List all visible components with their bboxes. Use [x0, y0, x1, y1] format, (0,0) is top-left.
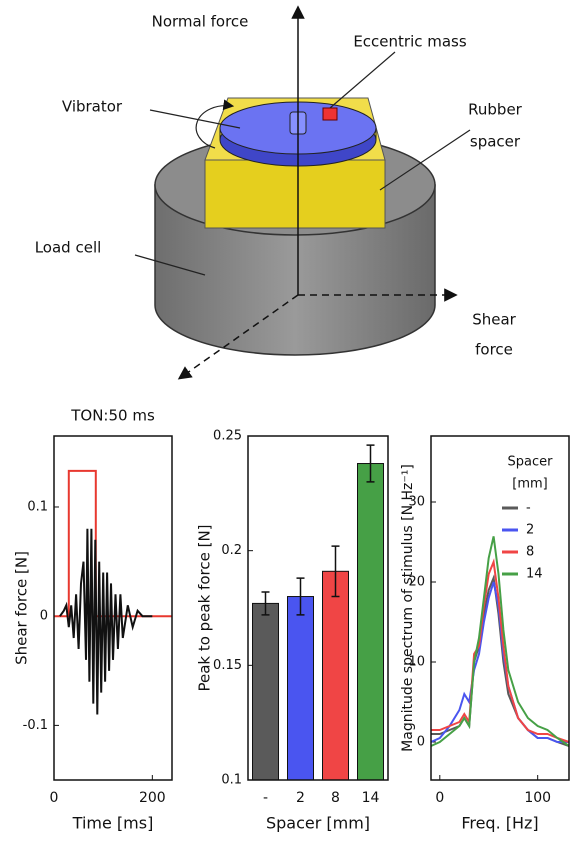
- y-tick-label: 20: [408, 575, 425, 590]
- y-axis-label: Magnitude spectrum of stimulus [N Hz⁻¹]: [400, 464, 416, 752]
- y-tick-label: 0.15: [213, 658, 242, 673]
- spacer-front: [204, 159, 386, 229]
- x-tick-label: 100: [524, 790, 551, 806]
- bar: [322, 570, 349, 781]
- x-axis-label: Spacer [mm]: [266, 814, 370, 833]
- y-tick-label: 0: [417, 735, 425, 750]
- y-tick-label: 0.1: [27, 499, 48, 514]
- label: Load cell: [35, 239, 102, 257]
- data-line: [54, 469, 172, 618]
- label: Normal force: [152, 13, 249, 31]
- legend-label: 8: [526, 545, 534, 560]
- y-tick-label: 0.2: [221, 543, 242, 558]
- chart-title: TON:50 ms: [70, 407, 155, 425]
- y-tick-label: 0: [40, 609, 48, 624]
- y-tick-label: -0.1: [23, 718, 48, 733]
- error-bar: [366, 444, 375, 483]
- x-tick-label: 0: [50, 790, 59, 806]
- x-tick-label: 200: [139, 790, 166, 806]
- x-tick-label: 2: [296, 790, 305, 806]
- legend-label: 2: [526, 523, 534, 538]
- y-axis-label: Shear force [N]: [13, 551, 31, 665]
- y-tick-label: 0.25: [213, 429, 242, 444]
- label: Vibrator: [62, 98, 123, 116]
- x-tick-label: 14: [362, 790, 380, 806]
- eccentric-mass: [322, 107, 338, 121]
- y-tick-label: 10: [408, 655, 425, 670]
- legend-label: -: [526, 501, 531, 516]
- error-bar: [331, 545, 340, 598]
- error-bar: [296, 577, 305, 616]
- label: spacer: [470, 133, 521, 151]
- label: force: [475, 341, 513, 359]
- legend-title: [mm]: [512, 477, 547, 492]
- x-axis-label: Time [ms]: [72, 814, 154, 833]
- data-line: [430, 536, 570, 747]
- leader-line: [134, 254, 206, 276]
- label: Rubber: [468, 101, 523, 119]
- legend-title: Spacer: [508, 455, 554, 470]
- data-line: [59, 528, 153, 715]
- apparatus-diagram: Normal force Eccentric mass Vibrator Rub…: [35, 5, 523, 380]
- label: Shear: [472, 311, 516, 329]
- bar: [357, 463, 384, 781]
- leader-line: [149, 109, 241, 129]
- data-line: [431, 558, 570, 743]
- x-axis-label: Freq. [Hz]: [461, 814, 538, 833]
- plot-frame: [53, 435, 173, 781]
- vibrator-side: [219, 128, 377, 140]
- leader-line: [379, 129, 471, 191]
- label: Eccentric mass: [353, 33, 467, 51]
- rotation-arrow: [195, 99, 235, 149]
- error-bar: [261, 591, 270, 616]
- plot-frame: [247, 435, 389, 781]
- leader-line: [329, 51, 396, 109]
- y-axis-label: Peak to peak force [N]: [196, 524, 214, 691]
- x-tick-label: -: [263, 790, 268, 806]
- lateral-axis: [177, 294, 299, 380]
- y-tick-label: 30: [408, 495, 425, 510]
- plot-frame: [430, 435, 570, 781]
- bar: [252, 602, 279, 781]
- legend-label: 14: [526, 567, 543, 582]
- y-tick-label: 0.1: [221, 773, 242, 788]
- data-line: [430, 581, 569, 743]
- bar: [287, 596, 314, 781]
- x-tick-label: 0: [435, 790, 444, 806]
- x-tick-label: 8: [331, 790, 340, 806]
